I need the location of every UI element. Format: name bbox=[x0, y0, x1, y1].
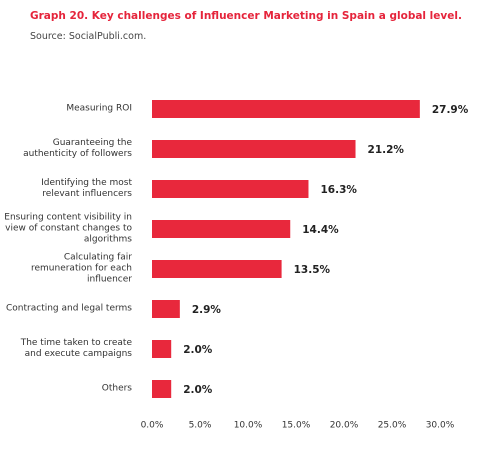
value-label: 14.4% bbox=[302, 224, 339, 236]
x-tick-label: 20.0% bbox=[330, 421, 359, 431]
bar bbox=[152, 140, 356, 158]
y-tick-label: Contracting and legal terms bbox=[6, 303, 132, 314]
value-label: 21.2% bbox=[368, 144, 405, 156]
bar bbox=[152, 380, 172, 398]
value-label: 2.0% bbox=[183, 344, 213, 356]
x-tick-label: 25.0% bbox=[378, 421, 407, 431]
value-label: 16.3% bbox=[320, 184, 357, 196]
x-tick-label: 10.0% bbox=[234, 421, 263, 431]
bar bbox=[152, 300, 180, 318]
value-label: 27.9% bbox=[432, 104, 469, 116]
bar bbox=[152, 180, 309, 198]
y-tick-label: Ensuring content visibility in view of c… bbox=[4, 212, 132, 245]
chart-subtitle: Source: SocialPubli.com. bbox=[30, 31, 147, 42]
x-tick-label: 5.0% bbox=[189, 421, 212, 431]
value-label: 2.0% bbox=[183, 384, 213, 396]
y-tick-label: Calculating fair remuneration for each i… bbox=[30, 252, 132, 285]
y-tick-label: Others bbox=[101, 383, 132, 394]
bar bbox=[152, 260, 282, 278]
value-label: 2.9% bbox=[192, 304, 222, 316]
y-tick-label: Identifying the most relevant influencer… bbox=[41, 178, 132, 199]
bar bbox=[152, 340, 172, 358]
value-label: 13.5% bbox=[294, 264, 331, 276]
y-tick-label: Guaranteeing the authenticity of followe… bbox=[23, 138, 132, 159]
chart-title: Graph 20. Key challenges of Influencer M… bbox=[30, 10, 462, 22]
bar bbox=[152, 100, 420, 118]
x-tick-label: 0.0% bbox=[141, 421, 164, 431]
x-tick-label: 30.0% bbox=[426, 421, 455, 431]
bar bbox=[152, 220, 291, 238]
y-tick-label: Measuring ROI bbox=[66, 103, 132, 114]
x-tick-label: 15.0% bbox=[282, 421, 311, 431]
y-tick-label: The time taken to create and execute cam… bbox=[20, 338, 132, 359]
